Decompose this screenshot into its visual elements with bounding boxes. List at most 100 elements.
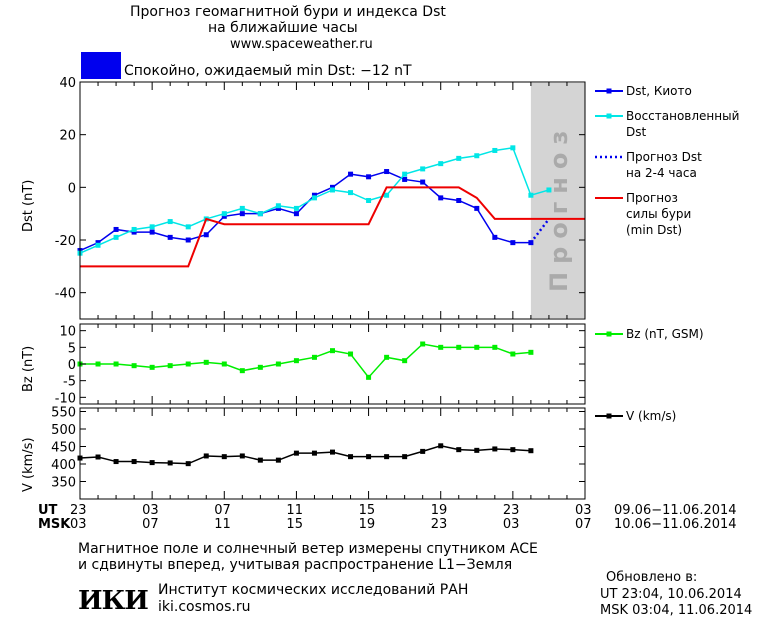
data-point xyxy=(348,190,354,196)
y-tick-label: 5 xyxy=(68,341,76,356)
data-point xyxy=(167,460,173,466)
x-tick-label: 15 xyxy=(286,517,303,532)
legend-label: Восстановленный xyxy=(626,109,739,123)
data-point xyxy=(113,226,119,232)
x-tick-label: 23 xyxy=(70,503,87,518)
data-point xyxy=(456,155,462,161)
data-point xyxy=(384,454,390,460)
v-panel: 350 400 450 500 550 V (km/s) xyxy=(21,406,586,500)
dst-frame xyxy=(79,81,586,320)
msk-date-range: 10.06−11.06.2014 xyxy=(614,517,737,532)
data-point xyxy=(456,344,462,350)
data-point xyxy=(185,361,191,367)
data-point xyxy=(293,450,299,456)
data-point xyxy=(474,344,480,350)
data-point xyxy=(420,341,426,347)
legend-marker xyxy=(606,331,612,337)
ut-axis-label: UT xyxy=(38,503,58,518)
data-point xyxy=(311,195,317,201)
x-tick-label: 03 xyxy=(502,517,520,532)
data-point xyxy=(528,448,534,454)
data-point xyxy=(366,374,372,380)
forecast-region xyxy=(530,83,585,318)
series-line xyxy=(79,170,531,252)
data-point xyxy=(420,448,426,454)
data-point xyxy=(330,348,335,354)
institute-name: Институт космических исследований РАН xyxy=(158,582,469,598)
data-point xyxy=(293,358,299,364)
status-color-swatch xyxy=(81,52,121,79)
legend-label: Прогноз xyxy=(626,191,678,205)
x-tick-label: 03 xyxy=(70,517,87,532)
data-point xyxy=(311,192,317,198)
y-tick-label: 500 xyxy=(51,423,76,438)
measurement-note-line1: Магнитное поле и солнечный ветер измерен… xyxy=(78,541,538,557)
data-point xyxy=(275,457,281,463)
dst-panel: Прогноз -40 -20 0 20 40 Dst (nT) xyxy=(21,76,586,320)
x-tick-label: 03 xyxy=(575,503,592,518)
data-point xyxy=(510,240,516,246)
x-tick-label: 07 xyxy=(575,517,592,532)
v-y-axis: 350 400 450 500 550 xyxy=(51,406,585,491)
forecast-label: Прогноз xyxy=(545,123,573,292)
y-tick-label: -40 xyxy=(55,287,76,302)
website-link[interactable]: www.spaceweather.ru xyxy=(230,37,373,52)
dst-plot-area xyxy=(77,145,585,268)
chart-title: Прогноз геомагнитной бури и индекса Dst xyxy=(130,4,446,20)
x-tick-label: 07 xyxy=(142,517,159,532)
data-point xyxy=(528,349,534,355)
bz-y-label: Bz (nT) xyxy=(21,346,36,392)
data-point xyxy=(113,361,119,367)
dst-y-axis: -40 -20 0 20 40 xyxy=(55,76,585,302)
updated-ut: UT 23:04, 10.06.2014 xyxy=(600,587,742,602)
bz-panel: -10-5 0 510 Bz (nT) xyxy=(21,323,586,406)
dst-y-label: Dst (nT) xyxy=(21,180,36,232)
x-tick-label: 11 xyxy=(286,503,303,518)
data-point xyxy=(113,459,119,465)
v-y-label: V (km/s) xyxy=(21,437,36,492)
legend-label: Dst, Киото xyxy=(626,84,692,98)
y-tick-label: 450 xyxy=(51,441,76,456)
data-point xyxy=(149,364,155,370)
data-point xyxy=(131,229,137,235)
iki-logo: ИКИ xyxy=(78,586,149,616)
data-point xyxy=(510,351,516,357)
ut-date-range: 09.06−11.06.2014 xyxy=(614,503,737,518)
data-point xyxy=(330,184,335,190)
data-point xyxy=(492,234,498,240)
data-point xyxy=(438,344,444,350)
data-point xyxy=(149,460,155,466)
data-point xyxy=(384,192,390,198)
data-point xyxy=(402,358,408,364)
chart-subtitle: на ближайшие часы xyxy=(208,20,358,36)
data-point xyxy=(330,187,335,193)
series-line xyxy=(80,343,531,379)
x-tick-label: 11 xyxy=(214,517,231,532)
y-tick-label: 40 xyxy=(59,76,76,91)
data-point xyxy=(348,171,354,177)
y-tick-label: 400 xyxy=(51,458,76,473)
updated-label: Обновлено в: xyxy=(606,570,698,585)
data-point xyxy=(492,446,498,452)
data-point xyxy=(456,447,462,453)
data-point xyxy=(311,354,317,360)
data-point xyxy=(366,174,372,180)
x-tick-label: 23 xyxy=(502,503,520,518)
data-point xyxy=(438,443,444,449)
data-point xyxy=(167,234,173,240)
data-point xyxy=(492,344,498,350)
data-point xyxy=(221,213,227,219)
institute-site[interactable]: iki.cosmos.ru xyxy=(158,599,251,615)
legend-label: (min Dst) xyxy=(626,223,682,237)
status-text: Спокойно, ожидаемый min Dst: −12 nT xyxy=(124,63,412,79)
data-point xyxy=(402,171,408,177)
data-point xyxy=(95,361,101,367)
x-tick-label: 07 xyxy=(214,503,231,518)
data-point xyxy=(239,211,245,217)
data-point xyxy=(203,232,209,238)
bz-y-axis: -10-5 0 510 xyxy=(55,325,585,406)
data-point xyxy=(257,364,263,370)
legend-marker xyxy=(606,413,612,419)
series-line xyxy=(80,186,585,268)
